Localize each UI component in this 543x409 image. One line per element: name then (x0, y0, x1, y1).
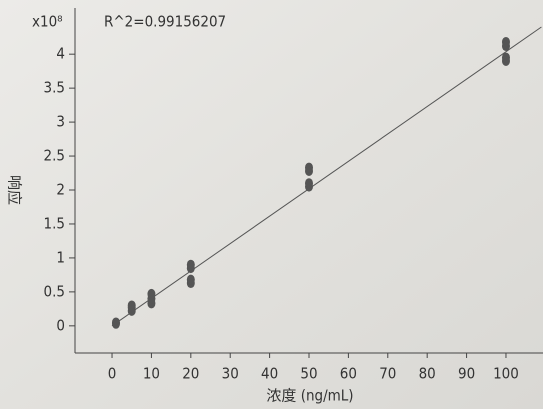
y-tick-label: 0 (56, 316, 65, 334)
point (147, 288, 156, 299)
point (305, 178, 313, 189)
x-tick-label: 60 (340, 365, 357, 383)
y-tick-label: 3.5 (44, 79, 65, 97)
x-axis-label: 浓度 (ng/mL) (266, 387, 353, 405)
x-tick-label: 0 (108, 365, 117, 383)
y-tick-label: 0.5 (44, 282, 65, 300)
x-tick-label: 10 (143, 365, 160, 383)
y-tick-label: 4 (56, 45, 65, 63)
y-multiplier: x10⁸ (32, 13, 63, 31)
point (111, 317, 120, 328)
x-tick-label: 70 (379, 365, 396, 383)
x-tick-label: 90 (458, 365, 475, 383)
y-tick-label: 1.5 (44, 214, 65, 232)
x-tick-label: 20 (182, 365, 199, 383)
y-tick-label: 2.5 (44, 147, 65, 165)
point (186, 274, 195, 285)
y-axis-label: 响应 (6, 175, 24, 205)
x-tick-label: 40 (261, 365, 278, 383)
point (186, 259, 195, 270)
y-tick-label: 3 (56, 113, 65, 131)
point (501, 52, 510, 63)
annotation: R^2=0.99156207 (104, 13, 226, 31)
x-tick-label: 80 (419, 365, 436, 383)
x-tick-label: 30 (222, 365, 239, 383)
x-tick-label: 50 (300, 365, 317, 383)
point (501, 36, 510, 47)
fit-line (111, 26, 542, 327)
y-tick-label: 1 (56, 248, 65, 266)
x-tick-label: 100 (493, 365, 519, 383)
point (127, 300, 136, 311)
point (305, 162, 313, 173)
y-tick-label: 2 (56, 181, 65, 199)
